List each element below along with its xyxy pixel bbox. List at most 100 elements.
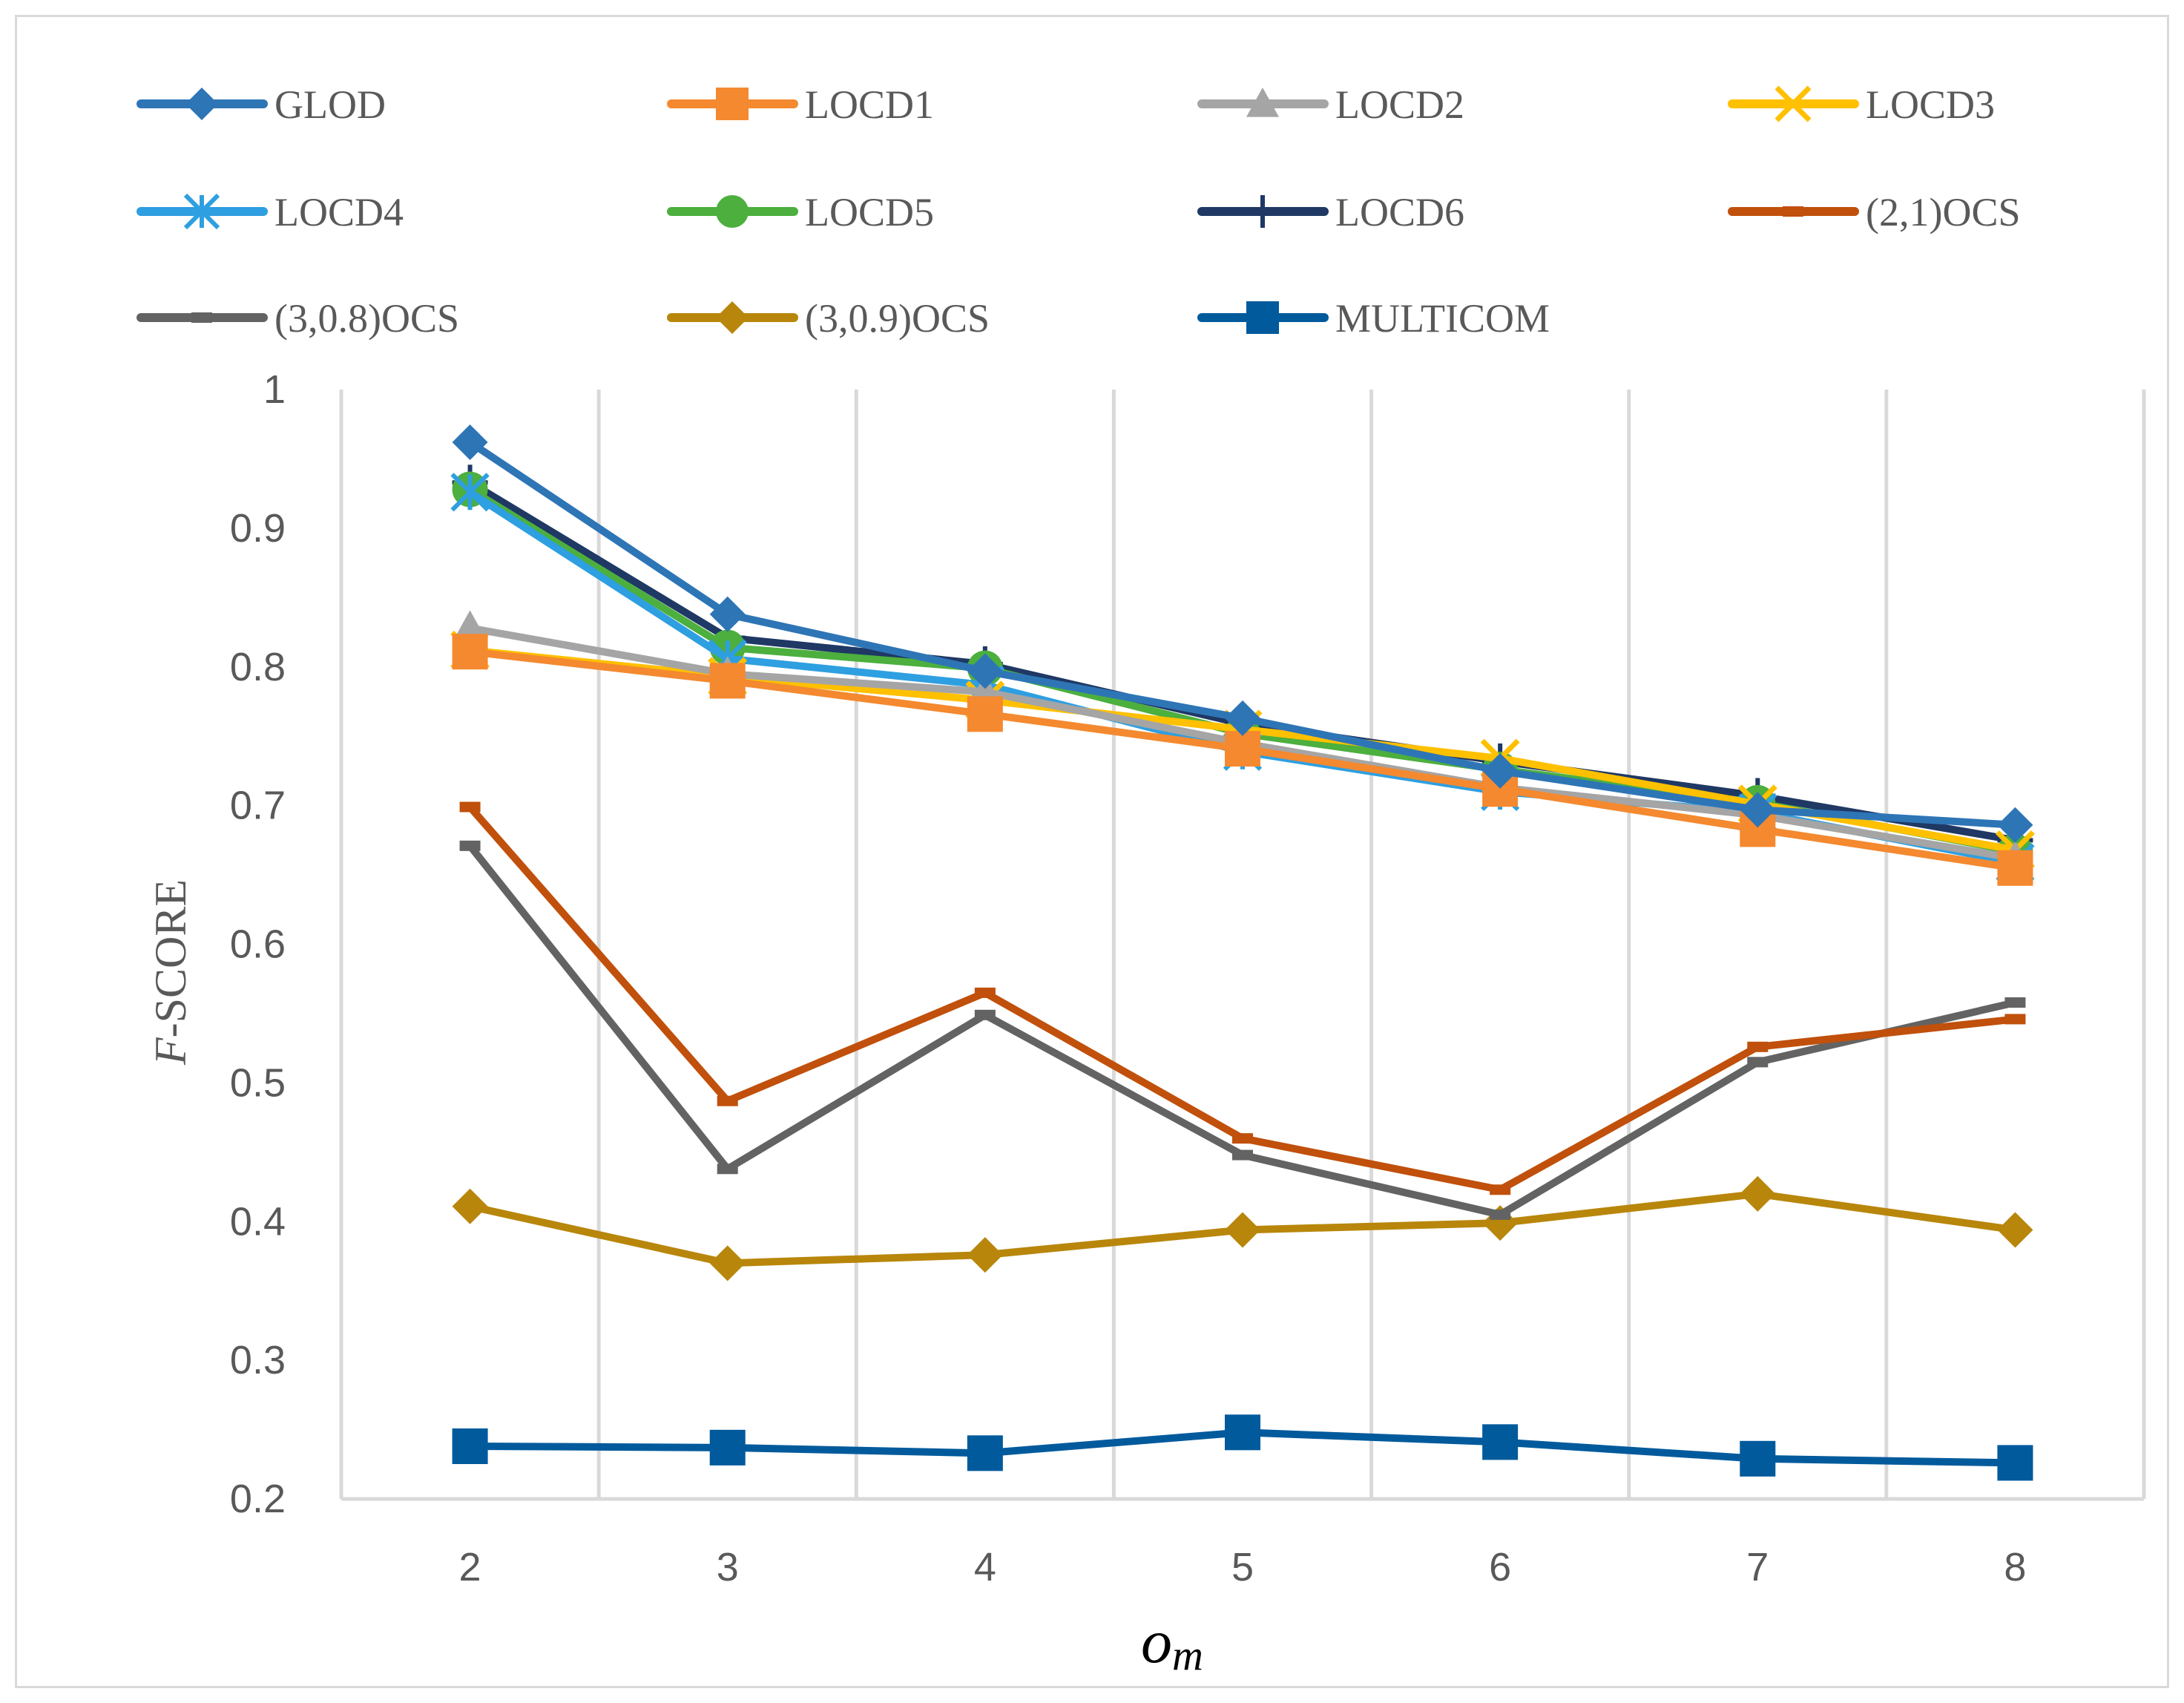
legend-entry: LOCD5 bbox=[667, 190, 934, 234]
axes: 0.2 0.3 0.4 0.5 0.6 0.7 0.8 0.9 1 2 3 4 5 6 7 8 bbox=[230, 367, 2144, 1589]
legend-label: LOCD3 bbox=[1866, 82, 1995, 127]
y-tick-label: 1 bbox=[263, 367, 286, 412]
series-multicom bbox=[452, 1414, 2033, 1481]
data-point bbox=[1490, 1184, 1511, 1195]
series-locd1 bbox=[452, 634, 2033, 886]
legend-entry: LOCD2 bbox=[1197, 82, 1464, 127]
x-tick-label: 8 bbox=[2004, 1545, 2026, 1589]
data-point bbox=[459, 840, 481, 851]
grid-lines bbox=[339, 390, 2146, 1499]
data-point bbox=[1740, 1440, 1776, 1477]
y-tick-label: 0.6 bbox=[230, 922, 286, 967]
x-tick-label: 3 bbox=[717, 1545, 739, 1589]
data-point bbox=[974, 987, 996, 998]
data-point bbox=[967, 653, 1003, 689]
data-point bbox=[1747, 1057, 1769, 1068]
legend-label: LOCD2 bbox=[1335, 82, 1464, 127]
legend-marker bbox=[716, 301, 749, 334]
y-tick-label: 0.4 bbox=[230, 1199, 286, 1244]
series-glod bbox=[452, 424, 2033, 843]
x-tick-label: 2 bbox=[459, 1545, 481, 1589]
y-tick-label: 0.5 bbox=[230, 1060, 286, 1105]
legend-marker bbox=[185, 88, 218, 120]
data-point bbox=[1225, 1212, 1260, 1248]
data-point bbox=[1997, 850, 2033, 886]
data-point bbox=[450, 473, 490, 512]
y-tick-label: 0.3 bbox=[230, 1338, 286, 1382]
data-point bbox=[1232, 1133, 1253, 1144]
legend-entry: GLOD bbox=[136, 82, 386, 127]
legend-marker bbox=[1246, 195, 1279, 228]
legend-entry: (2,1)OCS bbox=[1728, 190, 2021, 234]
legend-label: LOCD4 bbox=[274, 190, 404, 234]
series-lines bbox=[450, 424, 2035, 1481]
data-point bbox=[709, 663, 746, 699]
data-point bbox=[452, 1428, 488, 1464]
data-point bbox=[709, 1429, 746, 1466]
legend-entry: (3,0.8)OCS bbox=[136, 296, 459, 341]
data-point bbox=[2004, 1014, 2026, 1025]
series-3-0-8-ocs bbox=[459, 840, 2026, 1220]
data-point bbox=[1997, 807, 2033, 843]
legend-entry: LOCD4 bbox=[136, 190, 404, 234]
y-tick-label: 0.8 bbox=[230, 645, 286, 689]
data-point bbox=[1997, 1212, 2033, 1248]
series-line bbox=[467, 479, 2016, 844]
data-point bbox=[709, 1245, 746, 1282]
legend-entry: MULTICOM bbox=[1197, 296, 1550, 341]
series-2-1-ocs bbox=[459, 801, 2026, 1195]
data-point bbox=[1490, 1209, 1511, 1220]
y-tick-label: 0.2 bbox=[230, 1477, 286, 1521]
legend-marker bbox=[191, 312, 212, 323]
data-point bbox=[1747, 1041, 1769, 1052]
legend-marker bbox=[716, 195, 749, 228]
data-point bbox=[452, 1188, 488, 1224]
legend-marker bbox=[1246, 88, 1279, 117]
legend-marker bbox=[716, 88, 749, 120]
y-axis-label: F-SCORE bbox=[146, 879, 195, 1066]
data-point bbox=[1740, 1175, 1776, 1212]
data-point bbox=[452, 634, 488, 670]
legend-label: LOCD1 bbox=[805, 82, 934, 127]
data-point bbox=[1997, 1445, 2033, 1481]
data-point bbox=[967, 1237, 1003, 1273]
data-point bbox=[717, 1164, 738, 1175]
data-point bbox=[452, 424, 488, 461]
data-point bbox=[717, 1095, 738, 1106]
data-point bbox=[709, 596, 746, 632]
y-tick-label: 0.9 bbox=[230, 506, 286, 551]
x-tick-label: 7 bbox=[1746, 1545, 1769, 1589]
legend-entry: LOCD3 bbox=[1728, 82, 1995, 127]
data-point bbox=[1740, 792, 1776, 828]
x-tick-label: 6 bbox=[1489, 1545, 1511, 1589]
legend-label: (3,0.9)OCS bbox=[805, 296, 990, 341]
data-point bbox=[1482, 1424, 1519, 1460]
data-point bbox=[1482, 752, 1519, 789]
data-point bbox=[459, 801, 481, 813]
series-locd6 bbox=[452, 465, 2033, 859]
y-tick-label: 0.7 bbox=[230, 784, 286, 828]
legend-entry: LOCD6 bbox=[1197, 190, 1464, 234]
data-point bbox=[1225, 700, 1260, 736]
legend-label: MULTICOM bbox=[1335, 296, 1550, 341]
legend-entry: LOCD1 bbox=[667, 82, 934, 127]
data-point bbox=[2004, 997, 2026, 1008]
chart-frame bbox=[15, 15, 2169, 1688]
legend-marker bbox=[183, 193, 220, 230]
data-point bbox=[974, 1009, 996, 1020]
x-tick-label: 4 bbox=[974, 1545, 996, 1589]
x-axis-label: om bbox=[1141, 1607, 1203, 1679]
series-3-0-9-ocs bbox=[452, 1175, 2033, 1282]
data-point bbox=[967, 696, 1003, 732]
legend-label: GLOD bbox=[274, 82, 386, 127]
data-point bbox=[1225, 731, 1260, 767]
x-tick-label: 5 bbox=[1231, 1545, 1254, 1589]
legend-marker bbox=[1774, 85, 1812, 122]
legend-label: (2,1)OCS bbox=[1866, 190, 2021, 234]
legend: GLOD LOCD1 LOCD2 LOCD3 LOCD4 LOCD5 LOCD6 (2,1)O… bbox=[136, 82, 2021, 341]
legend-entry: (3,0.9)OCS bbox=[667, 296, 990, 341]
data-point bbox=[1225, 1414, 1260, 1451]
legend-label: (3,0.8)OCS bbox=[274, 296, 459, 341]
data-point bbox=[1232, 1149, 1253, 1161]
